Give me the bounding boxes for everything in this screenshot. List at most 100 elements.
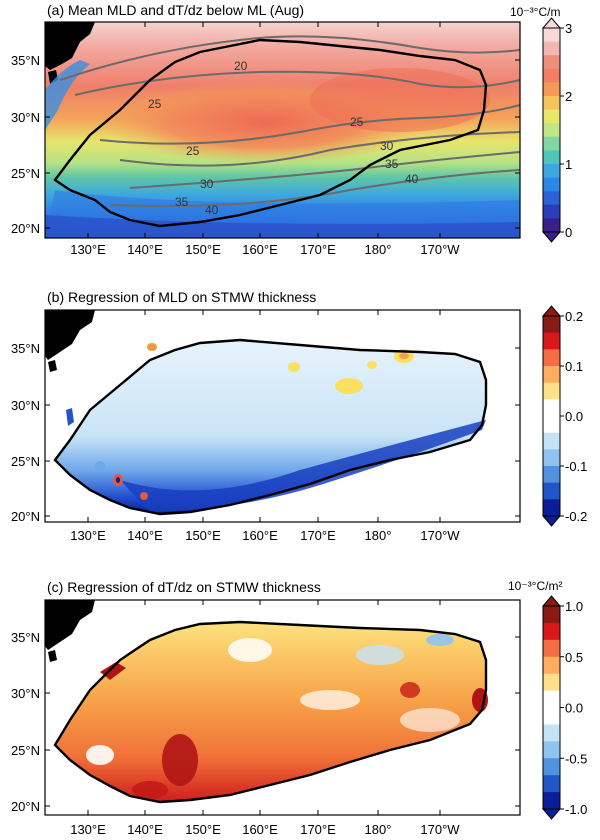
colorbar-swatch — [543, 416, 560, 434]
colorbar-swatch — [543, 656, 560, 675]
lon-tick-label: 170°W — [420, 242, 460, 257]
lon-tick-label: 170°W — [420, 822, 460, 837]
colorbar-swatch — [543, 41, 560, 56]
lon-tick-label: 130°E — [70, 528, 106, 543]
lat-tick-label: 35°N — [11, 341, 40, 356]
colorbar-tick-label: 0.0 — [565, 701, 583, 716]
lon-tick-label: 170°W — [420, 528, 460, 543]
contour-label: 35 — [175, 195, 189, 209]
contour-label: 30 — [380, 139, 394, 153]
colorbar-swatch — [543, 204, 560, 219]
contour-label: 25 — [350, 115, 364, 129]
colorbar-swatch — [543, 177, 560, 192]
contour-label: 40 — [205, 203, 219, 217]
colorbar-swatch — [543, 55, 560, 70]
colorbar-max-arrow — [541, 595, 562, 607]
lat-tick-label: 20°N — [11, 221, 40, 236]
colorbar-tick-label: -0.1 — [565, 459, 587, 474]
colorbar-swatch — [543, 399, 560, 417]
lon-tick-label: 160°E — [242, 242, 278, 257]
colorbar-tick-label: -1.0 — [565, 802, 587, 817]
panel-c-map — [44, 599, 521, 816]
colorbar-min-arrow — [541, 515, 562, 527]
lat-tick-label: 20°N — [11, 799, 40, 814]
contour-label: 20 — [234, 59, 248, 73]
colorbar-swatch — [543, 482, 560, 500]
colorbar-swatch — [543, 150, 560, 165]
colorbar-swatch — [543, 191, 560, 206]
colorbar-tick-label: 0 — [565, 225, 572, 240]
lat-tick-label: 35°N — [11, 53, 40, 68]
colorbar-swatch — [543, 792, 560, 810]
colorbar-swatch — [543, 775, 560, 793]
colorbar-tick-label: 1.0 — [565, 599, 583, 614]
panel-b-map — [44, 309, 521, 523]
colorbar-tick-label: -0.5 — [565, 751, 587, 766]
colorbar-swatch — [543, 690, 560, 708]
panel-b-axes: 35°N 30°N 25°N 20°N 130°E 140°E 150°E 160°E 170°… — [11, 310, 520, 543]
lon-tick-label: 170°E — [300, 528, 336, 543]
panel-a-contour-labels: 20 25 25 25 30 30 35 35 40 40 — [148, 59, 419, 217]
colorbar-swatch — [543, 28, 560, 43]
lat-tick-label: 25°N — [11, 166, 40, 181]
colorbar-swatch — [543, 332, 560, 350]
contour-label: 40 — [405, 172, 419, 186]
lon-tick-label: 130°E — [70, 242, 106, 257]
panel-a-title: (a) Mean MLD and dT/dz below ML (Aug) — [47, 2, 304, 18]
colorbar-swatch — [543, 741, 560, 759]
colorbar-tick-label: 1 — [565, 157, 572, 172]
lon-tick-label: 150°E — [185, 528, 221, 543]
colorbar-swatch — [543, 673, 560, 692]
panel-a-unit: 10⁻³°C/m — [510, 5, 560, 19]
colorbar-tick-label: 0.5 — [565, 650, 583, 665]
panel-c-unit: 10⁻³°C/m² — [508, 579, 562, 593]
colorbar-swatch — [543, 432, 560, 450]
lon-tick-label: 140°E — [127, 822, 163, 837]
colorbar-swatch — [543, 366, 560, 384]
lat-tick-label: 30°N — [11, 398, 40, 413]
panel-a-colorbar: 3 2 1 0 — [541, 17, 572, 243]
lat-tick-label: 25°N — [11, 454, 40, 469]
panel-c-axes: 35°N 30°N 25°N 20°N 130°E 140°E 150°E 160°E 170°… — [11, 600, 520, 837]
lon-tick-label: 140°E — [127, 242, 163, 257]
lat-tick-label: 30°N — [11, 110, 40, 125]
contour-label: 25 — [186, 144, 200, 158]
lat-tick-label: 35°N — [11, 630, 40, 645]
colorbar-tick-label: 0.0 — [565, 409, 583, 424]
lon-tick-label: 160°E — [242, 822, 278, 837]
lon-tick-label: 150°E — [185, 242, 221, 257]
colorbar-swatch — [543, 449, 560, 467]
panel-c-colorbar: 1.0 0.5 0.0 -0.5 -1.0 — [541, 595, 587, 820]
panel-a-axes: 35°N 30°N 25°N 20°N 130°E 140°E 150°E 160°E 170°… — [11, 22, 520, 257]
colorbar-tick-label: 2 — [565, 89, 572, 104]
colorbar-min-arrow — [541, 231, 562, 243]
panel-a: (a) Mean MLD and dT/dz below ML (Aug) 10… — [44, 2, 560, 239]
panel-c: (c) Regression of dT/dz on STMW thicknes… — [44, 579, 562, 816]
lon-tick-label: 180° — [365, 528, 392, 543]
lat-tick-label: 25°N — [11, 743, 40, 758]
panel-b: (b) Regression of MLD on STMW thickness — [44, 289, 521, 523]
colorbar-swatch — [543, 164, 560, 179]
colorbar-swatch — [543, 218, 560, 233]
colorbar-tick-label: -0.2 — [565, 509, 587, 524]
colorbar-max-arrow — [541, 17, 562, 29]
panel-b-title: (b) Regression of MLD on STMW thickness — [47, 289, 316, 305]
colorbar-swatch — [543, 639, 560, 658]
colorbar-swatch — [543, 316, 560, 334]
colorbar-swatch — [543, 382, 560, 400]
lon-tick-label: 180° — [365, 822, 392, 837]
colorbar-swatch — [543, 68, 560, 83]
lon-tick-label: 140°E — [127, 528, 163, 543]
contour-label: 35 — [385, 157, 399, 171]
lat-tick-label: 20°N — [11, 509, 40, 524]
colorbar-swatch — [543, 349, 560, 367]
colorbar-swatch — [543, 466, 560, 484]
contour-label: 25 — [148, 97, 162, 111]
contour-label: 30 — [200, 177, 214, 191]
colorbar-swatch — [543, 758, 560, 776]
panel-a-map: 20 25 25 25 30 30 35 35 40 40 — [44, 21, 521, 239]
colorbar-swatch — [543, 136, 560, 151]
panel-b-colorbar: 0.2 0.1 0.0 -0.1 -0.2 — [541, 305, 587, 527]
colorbar-swatch — [543, 123, 560, 138]
